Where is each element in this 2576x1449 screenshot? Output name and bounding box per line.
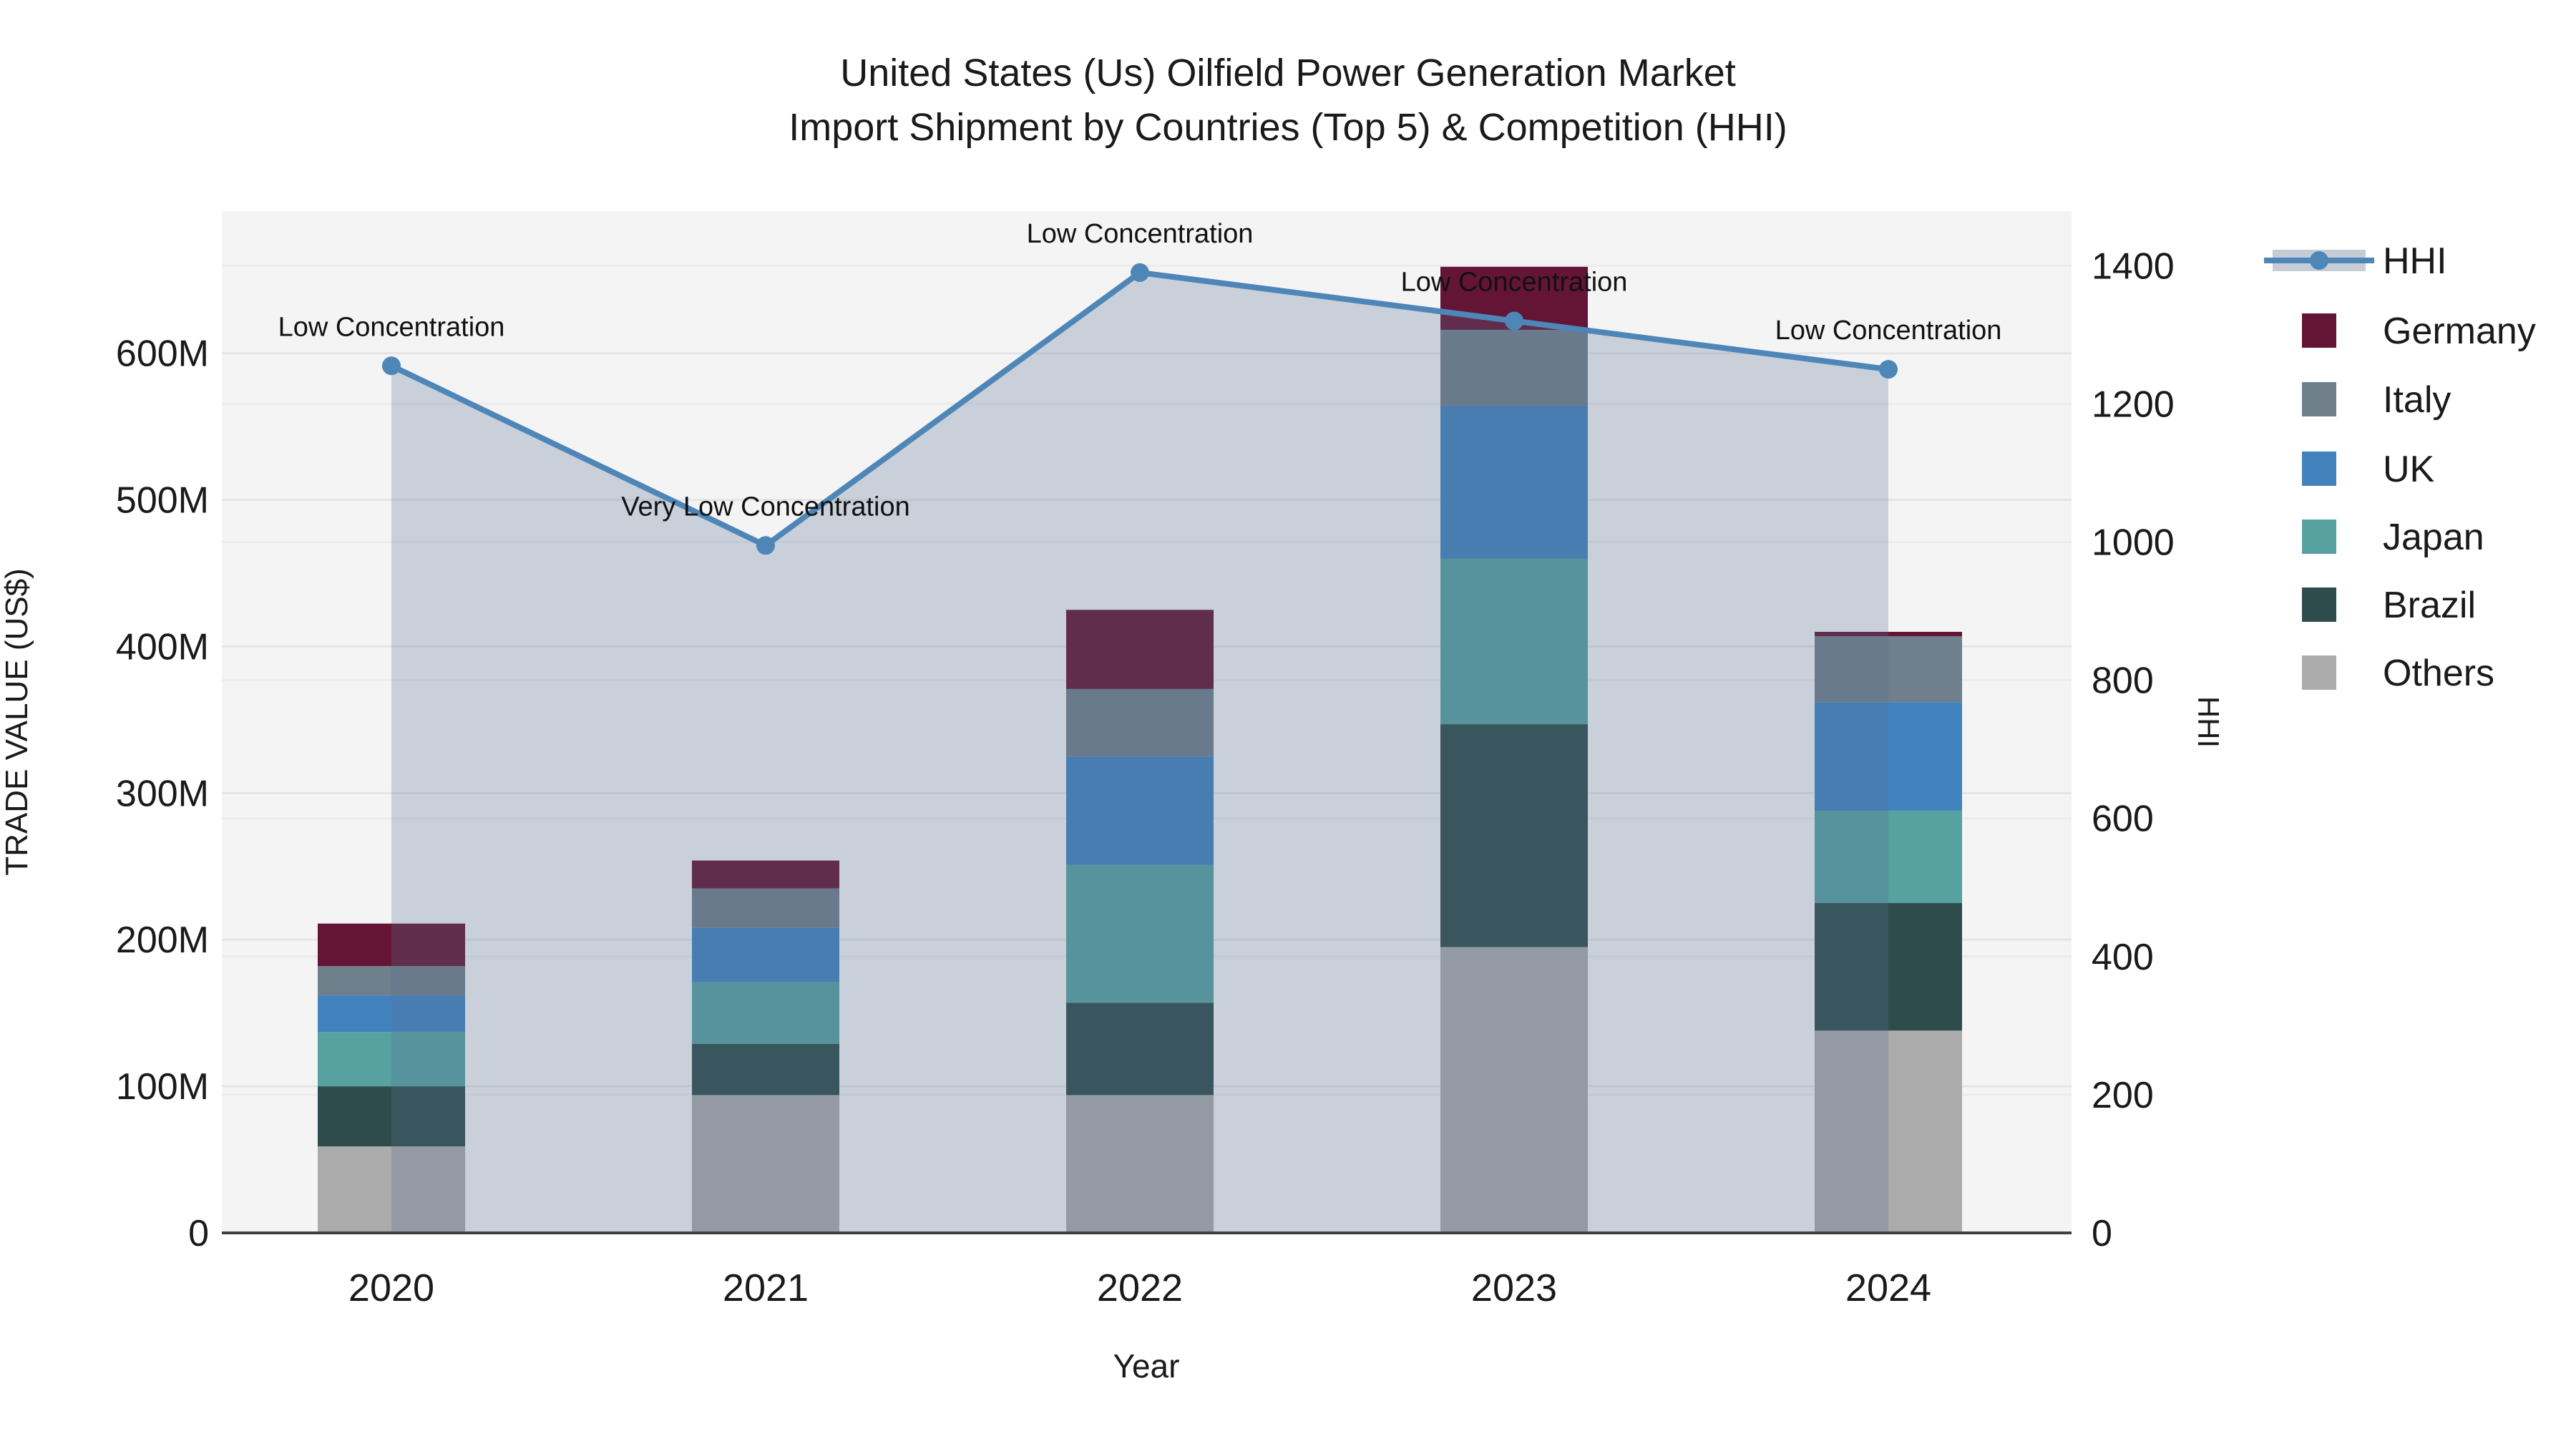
bar-segment-germany-2024[interactable] bbox=[1815, 632, 1962, 637]
left-tick-300M[interactable]: 300M bbox=[116, 773, 209, 814]
right-tick-400[interactable]: 400 bbox=[2092, 937, 2154, 978]
hhi-line-layer bbox=[382, 263, 1898, 555]
bar-segment-germany-2020[interactable] bbox=[318, 923, 465, 967]
legend-item-japan[interactable]: Japan bbox=[2302, 517, 2484, 558]
legend-label-italy[interactable]: Italy bbox=[2383, 379, 2451, 421]
left-tick-200M[interactable]: 200M bbox=[116, 919, 209, 961]
bar-segment-brazil-2020[interactable] bbox=[318, 1086, 465, 1147]
legend-swatch-germany bbox=[2302, 313, 2336, 348]
left-tick-600M[interactable]: 600M bbox=[116, 333, 209, 375]
annotation-2023: Low Concentration bbox=[1401, 268, 1628, 298]
bar-segment-italy-2020[interactable] bbox=[318, 966, 465, 996]
bar-segment-uk-2024[interactable] bbox=[1815, 702, 1962, 811]
bar-segment-japan-2023[interactable] bbox=[1440, 558, 1588, 725]
annotation-2024: Low Concentration bbox=[1775, 316, 2002, 346]
annotation-2020: Low Concentration bbox=[278, 312, 505, 342]
bar-segment-italy-2022[interactable] bbox=[1066, 688, 1214, 757]
bar-segment-uk-2023[interactable] bbox=[1440, 406, 1588, 559]
legend-label-uk[interactable]: UK bbox=[2383, 449, 2435, 490]
chart-title-line1: United States (Us) Oilfield Power Genera… bbox=[840, 52, 1736, 94]
bar-segment-germany-2021[interactable] bbox=[692, 860, 839, 889]
annotations-layer: Low Concentration Very Low Concentration L… bbox=[278, 219, 2002, 522]
right-tick-1400[interactable]: 1400 bbox=[2092, 245, 2175, 287]
right-tick-0[interactable]: 0 bbox=[2092, 1213, 2112, 1254]
legend-label-germany[interactable]: Germany bbox=[2383, 311, 2536, 352]
bar-segment-japan-2024[interactable] bbox=[1815, 810, 1962, 904]
bar-segment-others-2020[interactable] bbox=[318, 1146, 465, 1233]
legend-swatch-japan bbox=[2302, 519, 2336, 554]
legend-item-germany[interactable]: Germany bbox=[2302, 311, 2536, 352]
left-tick-0[interactable]: 0 bbox=[188, 1213, 209, 1254]
left-axis-title: TRADE VALUE (US$) bbox=[0, 568, 34, 876]
bars-layer bbox=[318, 266, 1962, 1233]
bar-segment-germany-2022[interactable] bbox=[1066, 610, 1214, 689]
x-tick-2023[interactable]: 2023 bbox=[1471, 1267, 1557, 1309]
bar-segment-japan-2020[interactable] bbox=[318, 1032, 465, 1087]
x-tick-2020[interactable]: 2020 bbox=[348, 1267, 434, 1309]
x-tick-2022[interactable]: 2022 bbox=[1097, 1267, 1183, 1309]
x-axis-title: Year bbox=[1113, 1347, 1180, 1385]
bar-segment-italy-2021[interactable] bbox=[692, 888, 839, 928]
hhi-marker-2021[interactable] bbox=[756, 536, 775, 555]
legend-item-others[interactable]: Others bbox=[2302, 653, 2494, 694]
x-tick-2024[interactable]: 2024 bbox=[1845, 1267, 1931, 1309]
hhi-area-layer bbox=[391, 272, 1888, 1233]
chart-title-line2: Import Shipment by Countries (Top 5) & C… bbox=[789, 106, 1787, 149]
right-tick-200[interactable]: 200 bbox=[2092, 1075, 2154, 1116]
hhi-marker-2022[interactable] bbox=[1131, 263, 1149, 282]
legend-item-italy[interactable]: Italy bbox=[2302, 379, 2451, 421]
annotation-2022: Low Concentration bbox=[1027, 219, 1254, 249]
legend-label-hhi[interactable]: HHI bbox=[2383, 240, 2447, 282]
bar-segment-brazil-2021[interactable] bbox=[692, 1043, 839, 1096]
legend-label-others[interactable]: Others bbox=[2383, 653, 2494, 694]
bar-segment-brazil-2022[interactable] bbox=[1066, 1002, 1214, 1096]
bar-segment-brazil-2023[interactable] bbox=[1440, 724, 1588, 947]
right-tick-1200[interactable]: 1200 bbox=[2092, 384, 2175, 425]
right-tick-800[interactable]: 800 bbox=[2092, 660, 2154, 702]
bar-segment-uk-2022[interactable] bbox=[1066, 756, 1214, 865]
legend-label-brazil[interactable]: Brazil bbox=[2383, 585, 2476, 626]
hhi-marker-2023[interactable] bbox=[1505, 311, 1523, 331]
bar-segment-japan-2021[interactable] bbox=[692, 982, 839, 1044]
bar-segment-italy-2023[interactable] bbox=[1440, 329, 1588, 406]
tick-labels-layer: 0 100M 200M 300M 400M 500M 600M 0 200 400 600 800 10… bbox=[116, 245, 2175, 1309]
left-tick-400M[interactable]: 400M bbox=[116, 626, 209, 668]
right-axis-title: HHI bbox=[2192, 696, 2225, 748]
bar-segment-uk-2020[interactable] bbox=[318, 995, 465, 1033]
bar-segment-others-2022[interactable] bbox=[1066, 1095, 1214, 1233]
annotation-2021: Very Low Concentration bbox=[621, 492, 909, 522]
legend-swatch-uk bbox=[2302, 452, 2336, 486]
bar-segment-italy-2024[interactable] bbox=[1815, 636, 1962, 703]
legend-item-brazil[interactable]: Brazil bbox=[2302, 585, 2476, 626]
legend-item-uk[interactable]: UK bbox=[2302, 449, 2435, 490]
legend-layer: HHI Germany Italy UK Japan Brazil Others bbox=[2264, 240, 2536, 694]
hhi-marker-2024[interactable] bbox=[1879, 360, 1898, 379]
left-tick-100M[interactable]: 100M bbox=[116, 1066, 209, 1108]
right-tick-600[interactable]: 600 bbox=[2092, 799, 2154, 840]
left-tick-500M[interactable]: 500M bbox=[116, 480, 209, 522]
bar-segment-uk-2021[interactable] bbox=[692, 927, 839, 982]
hhi-area-fill bbox=[391, 272, 1888, 1233]
right-tick-1000[interactable]: 1000 bbox=[2092, 522, 2175, 563]
legend-swatch-brazil bbox=[2302, 587, 2336, 622]
bar-segment-brazil-2024[interactable] bbox=[1815, 903, 1962, 1031]
bar-segment-others-2024[interactable] bbox=[1815, 1030, 1962, 1233]
hhi-marker-2020[interactable] bbox=[382, 356, 401, 376]
bar-segment-japan-2022[interactable] bbox=[1066, 864, 1214, 1003]
bar-segment-others-2021[interactable] bbox=[692, 1095, 839, 1233]
legend-swatch-others bbox=[2302, 655, 2336, 690]
legend-hhi-marker-swatch bbox=[2310, 251, 2328, 270]
bar-segment-others-2023[interactable] bbox=[1440, 947, 1588, 1233]
legend-item-hhi[interactable]: HHI bbox=[2264, 240, 2447, 282]
legend-label-japan[interactable]: Japan bbox=[2383, 517, 2484, 558]
legend-swatch-italy bbox=[2302, 382, 2336, 416]
x-tick-2021[interactable]: 2021 bbox=[723, 1267, 809, 1309]
